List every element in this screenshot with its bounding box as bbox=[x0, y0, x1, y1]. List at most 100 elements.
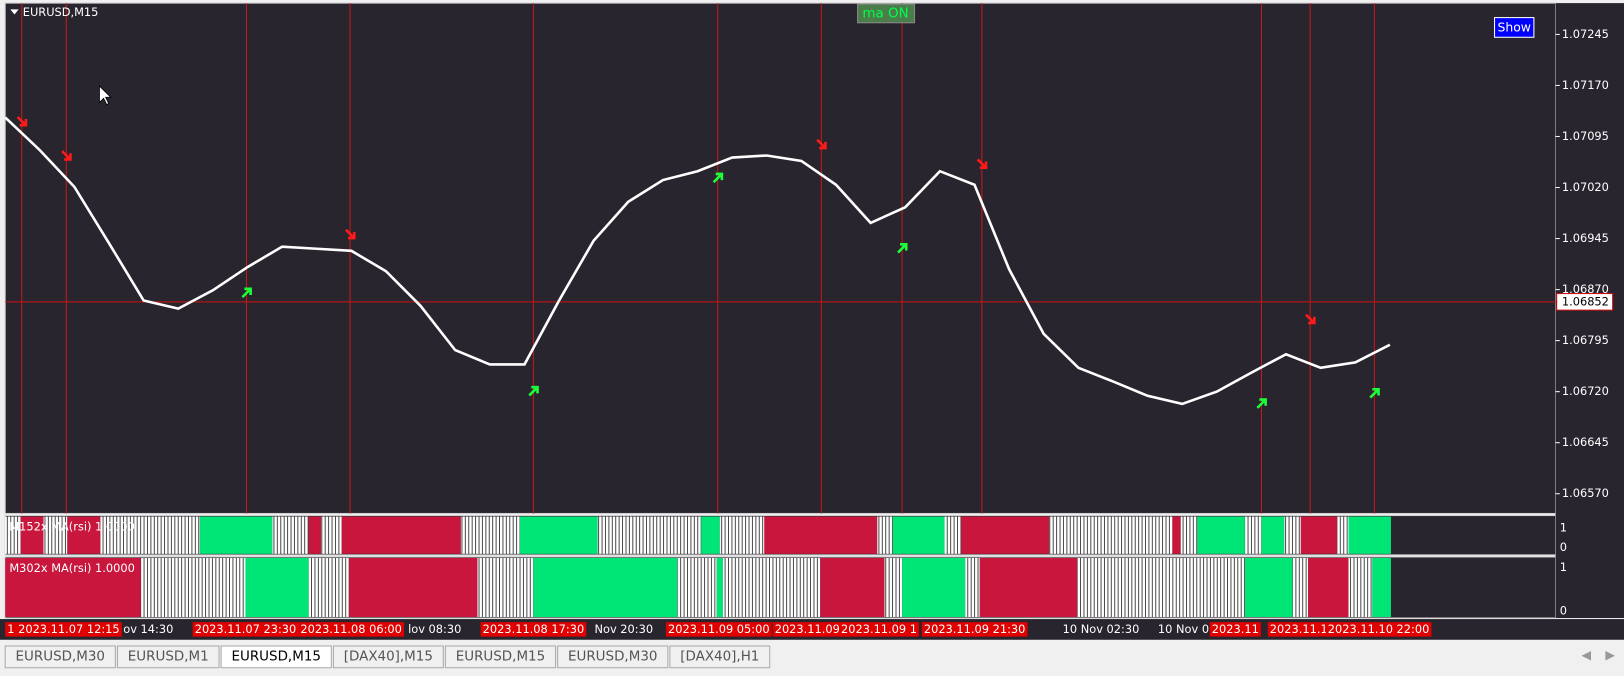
tab-label[interactable]: EURUSD,M1 bbox=[128, 649, 209, 664]
state-block bbox=[1348, 557, 1373, 617]
state-block bbox=[722, 557, 821, 617]
mouse-cursor bbox=[99, 84, 112, 106]
sell-arrow bbox=[976, 158, 988, 169]
scroll-left[interactable]: ◀ bbox=[1582, 647, 1592, 662]
current-price-label: 1.06852 bbox=[1562, 294, 1609, 308]
y-tick-label: 1.06720 bbox=[1562, 384, 1609, 398]
tab-label[interactable]: [DAX40],H1 bbox=[680, 649, 759, 664]
state-block bbox=[1180, 516, 1198, 554]
tab[interactable]: EURUSD,M1 bbox=[116, 645, 220, 669]
state-block bbox=[1049, 516, 1173, 554]
state-block bbox=[349, 557, 478, 617]
state-block bbox=[533, 557, 678, 617]
state-block bbox=[764, 516, 878, 554]
state-block bbox=[100, 516, 200, 554]
tab-box[interactable] bbox=[557, 645, 669, 669]
indicator-level: 0 bbox=[1560, 603, 1567, 617]
y-tick-label: 1.07020 bbox=[1562, 180, 1609, 194]
x-tick-label: lov 08:30 bbox=[408, 622, 461, 636]
x-tick-label: 2023.11.09 05:00 bbox=[668, 622, 770, 636]
sell-arrow bbox=[16, 116, 28, 127]
state-block bbox=[519, 516, 598, 554]
x-tick-label: 1 2023.11.07 12:15 bbox=[7, 622, 119, 636]
state-block bbox=[245, 557, 309, 617]
state-block bbox=[20, 516, 44, 554]
tab-label[interactable]: EURUSD,M30 bbox=[568, 649, 657, 664]
tab[interactable]: EURUSD,M15 bbox=[220, 645, 332, 669]
x-tick-label: Nov 20:30 bbox=[595, 622, 654, 636]
state-block bbox=[1077, 557, 1245, 617]
state-block bbox=[597, 516, 702, 554]
state-block bbox=[140, 557, 246, 617]
state-block bbox=[716, 557, 723, 617]
state-block bbox=[321, 516, 342, 554]
x-label-highlight bbox=[665, 622, 772, 637]
indicator-label: M302x MA(rsi) 1.0000 bbox=[9, 561, 135, 575]
tab-label[interactable]: EURUSD,M30 bbox=[16, 649, 105, 664]
tab-box[interactable] bbox=[332, 645, 444, 669]
tab[interactable]: EURUSD,M30 bbox=[557, 645, 669, 669]
state-block bbox=[965, 557, 980, 617]
ma-button[interactable] bbox=[857, 3, 916, 24]
state-block bbox=[1172, 516, 1181, 554]
x-tick-label: 2023.11.09 1 bbox=[841, 622, 917, 636]
state-block bbox=[1284, 516, 1301, 554]
tab[interactable]: [DAX40],H1 bbox=[669, 645, 771, 669]
menu-arrow[interactable] bbox=[10, 9, 19, 15]
state-block bbox=[877, 516, 893, 554]
tab[interactable]: EURUSD,M30 bbox=[4, 645, 116, 669]
state-block bbox=[5, 516, 21, 554]
tab-box[interactable] bbox=[220, 645, 332, 669]
current-price-box bbox=[1556, 293, 1614, 311]
state-block bbox=[67, 516, 101, 554]
ma-button-label[interactable]: ma ON bbox=[862, 6, 908, 21]
x-label-highlight bbox=[5, 622, 122, 637]
buy-arrow bbox=[1256, 398, 1267, 409]
x-label-highlight bbox=[772, 622, 853, 637]
state-block bbox=[1292, 557, 1309, 617]
x-label-highlight bbox=[480, 622, 587, 637]
buy-arrow bbox=[1369, 387, 1380, 399]
y-tick-label: 1.06870 bbox=[1562, 282, 1609, 296]
main-chart bbox=[4, 2, 1557, 514]
state-block bbox=[884, 557, 903, 617]
tab-label[interactable]: EURUSD,M15 bbox=[456, 649, 545, 664]
x-label-highlight bbox=[1209, 622, 1261, 637]
state-block bbox=[979, 557, 1078, 617]
state-block bbox=[1244, 557, 1293, 617]
state-block bbox=[341, 516, 461, 554]
state-block bbox=[1337, 516, 1349, 554]
x-tick-label: 2023.11.09 1 bbox=[775, 622, 851, 636]
state-block bbox=[272, 516, 309, 554]
y-tick-label: 1.06795 bbox=[1562, 333, 1609, 347]
indicator-label: M152x MA(rsi) 1.0000 bbox=[9, 519, 135, 533]
y-tick-label: 1.06945 bbox=[1562, 231, 1609, 245]
tab-box[interactable] bbox=[669, 645, 771, 669]
tab[interactable]: [DAX40],M15 bbox=[332, 645, 444, 669]
state-block bbox=[5, 557, 141, 617]
tab-box[interactable] bbox=[116, 645, 220, 669]
sell-arrow bbox=[61, 150, 72, 161]
buy-arrow bbox=[712, 172, 724, 184]
ma-line bbox=[4, 116, 1391, 406]
state-block bbox=[460, 516, 520, 554]
tab-label[interactable]: EURUSD,M15 bbox=[231, 649, 320, 664]
x-tick-label: 10 Nov 0 bbox=[1158, 622, 1209, 636]
tab-box[interactable] bbox=[444, 645, 557, 669]
y-tick-label: 1.06570 bbox=[1562, 486, 1609, 500]
x-tick-label: 2023.11.10 22:00 bbox=[1328, 622, 1430, 636]
indicator-level: 1 bbox=[1560, 560, 1567, 574]
x-label-highlight bbox=[298, 622, 404, 637]
state-block bbox=[1300, 516, 1338, 554]
show-button-label[interactable]: Show bbox=[1497, 19, 1530, 34]
tab-box[interactable] bbox=[4, 645, 116, 669]
buy-arrow bbox=[897, 243, 908, 254]
state-block bbox=[1308, 557, 1349, 617]
tab[interactable]: EURUSD,M15 bbox=[444, 645, 557, 669]
tab-label[interactable]: [DAX40],M15 bbox=[344, 649, 433, 664]
show-button[interactable] bbox=[1494, 17, 1535, 38]
state-block bbox=[892, 516, 945, 554]
scroll-right[interactable]: ▶ bbox=[1605, 647, 1615, 662]
x-label-highlight bbox=[1325, 622, 1432, 637]
state-block bbox=[477, 557, 534, 617]
